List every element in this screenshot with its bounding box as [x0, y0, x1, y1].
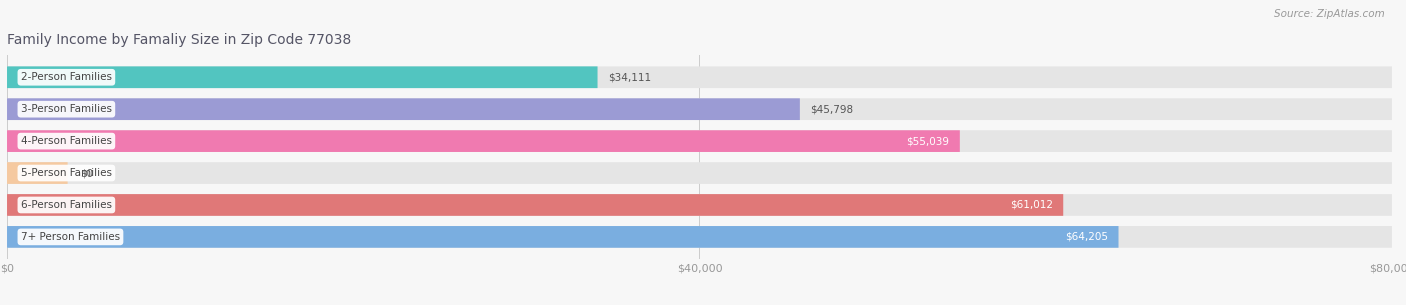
Text: Family Income by Famaliy Size in Zip Code 77038: Family Income by Famaliy Size in Zip Cod… [7, 33, 351, 47]
FancyBboxPatch shape [7, 226, 1392, 248]
Text: 7+ Person Families: 7+ Person Families [21, 232, 120, 242]
Text: $45,798: $45,798 [810, 104, 853, 114]
Text: Source: ZipAtlas.com: Source: ZipAtlas.com [1274, 9, 1385, 19]
FancyBboxPatch shape [7, 130, 1392, 152]
Text: $64,205: $64,205 [1066, 232, 1108, 242]
Text: $0: $0 [80, 168, 93, 178]
Text: 3-Person Families: 3-Person Families [21, 104, 112, 114]
Text: $34,111: $34,111 [607, 72, 651, 82]
Text: 6-Person Families: 6-Person Families [21, 200, 112, 210]
FancyBboxPatch shape [7, 98, 1392, 120]
Text: 4-Person Families: 4-Person Families [21, 136, 112, 146]
FancyBboxPatch shape [7, 66, 598, 88]
Text: $55,039: $55,039 [907, 136, 949, 146]
Text: 5-Person Families: 5-Person Families [21, 168, 112, 178]
FancyBboxPatch shape [7, 194, 1392, 216]
FancyBboxPatch shape [7, 194, 1063, 216]
FancyBboxPatch shape [7, 226, 1119, 248]
FancyBboxPatch shape [7, 162, 67, 184]
FancyBboxPatch shape [7, 98, 800, 120]
Text: $61,012: $61,012 [1010, 200, 1053, 210]
Text: 2-Person Families: 2-Person Families [21, 72, 112, 82]
FancyBboxPatch shape [7, 162, 1392, 184]
FancyBboxPatch shape [7, 66, 1392, 88]
FancyBboxPatch shape [7, 130, 960, 152]
